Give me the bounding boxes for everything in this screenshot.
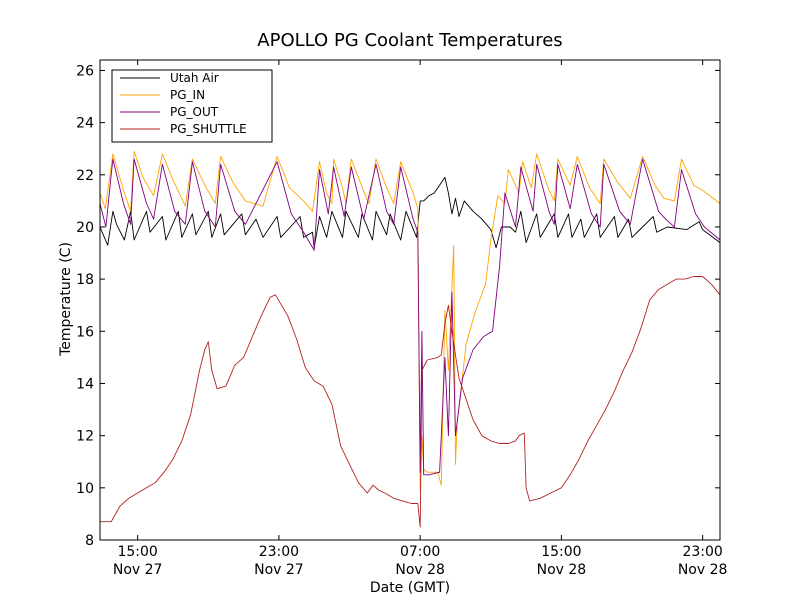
series-line-pg-in xyxy=(100,150,720,491)
x-tick-label: 15:00 xyxy=(541,544,581,560)
y-tick-label: 20 xyxy=(76,220,94,236)
axis-layer: 8 10 12 14 16 18 20 22 24 26 15:00 Nov 27 23:00 Nov 2… xyxy=(76,60,727,578)
legend-box xyxy=(111,69,273,143)
y-tick-label: 8 xyxy=(85,533,94,549)
x-tick-label: 23:00 xyxy=(259,544,299,560)
legend-label-utah-air: Utah Air xyxy=(170,71,219,85)
x-tick-sublabel: Nov 28 xyxy=(678,562,728,578)
x-tick-sublabel: Nov 28 xyxy=(537,562,587,578)
y-tick-label: 26 xyxy=(76,63,94,79)
legend-label-pg-shuttle: PG_SHUTTLE xyxy=(170,122,247,136)
legend-label-pg-out: PG_OUT xyxy=(170,105,219,119)
x-tick-label: 15:00 xyxy=(117,544,157,560)
x-tick-sublabel: Nov 28 xyxy=(395,562,445,578)
y-axis-label: Temperature (C) xyxy=(58,242,74,357)
y-tick-label: 18 xyxy=(76,272,94,288)
x-tick-sublabel: Nov 27 xyxy=(254,562,304,578)
y-tick-label: 22 xyxy=(76,168,94,184)
x-axis-label: Date (GMT) xyxy=(370,580,450,596)
series-line-pg-out xyxy=(100,158,720,476)
plot-frame xyxy=(99,59,721,541)
x-tick-sublabel: Nov 27 xyxy=(113,562,163,578)
series-line-pg-shuttle xyxy=(100,276,720,528)
chart-title: APOLLO PG Coolant Temperatures xyxy=(257,30,562,51)
y-tick-label: 24 xyxy=(76,116,94,132)
series-line-utah-air xyxy=(100,176,720,249)
legend: Utah Air PG_IN PG_OUT PG_SHUTTLE xyxy=(111,69,273,143)
y-tick-label: 12 xyxy=(76,429,94,445)
y-tick-label: 16 xyxy=(76,324,94,340)
series-layer xyxy=(100,150,720,528)
legend-label-pg-in: PG_IN xyxy=(170,88,205,102)
y-tick-label: 14 xyxy=(76,376,94,392)
x-tick-label: 07:00 xyxy=(400,544,440,560)
y-tick-label: 10 xyxy=(76,481,94,497)
x-tick-label: 23:00 xyxy=(682,544,722,560)
